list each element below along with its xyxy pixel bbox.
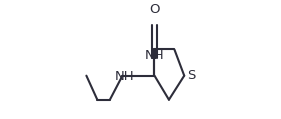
Text: S: S [187,69,196,82]
Text: NH: NH [145,49,165,62]
Text: O: O [149,2,160,15]
Text: NH: NH [115,70,135,83]
